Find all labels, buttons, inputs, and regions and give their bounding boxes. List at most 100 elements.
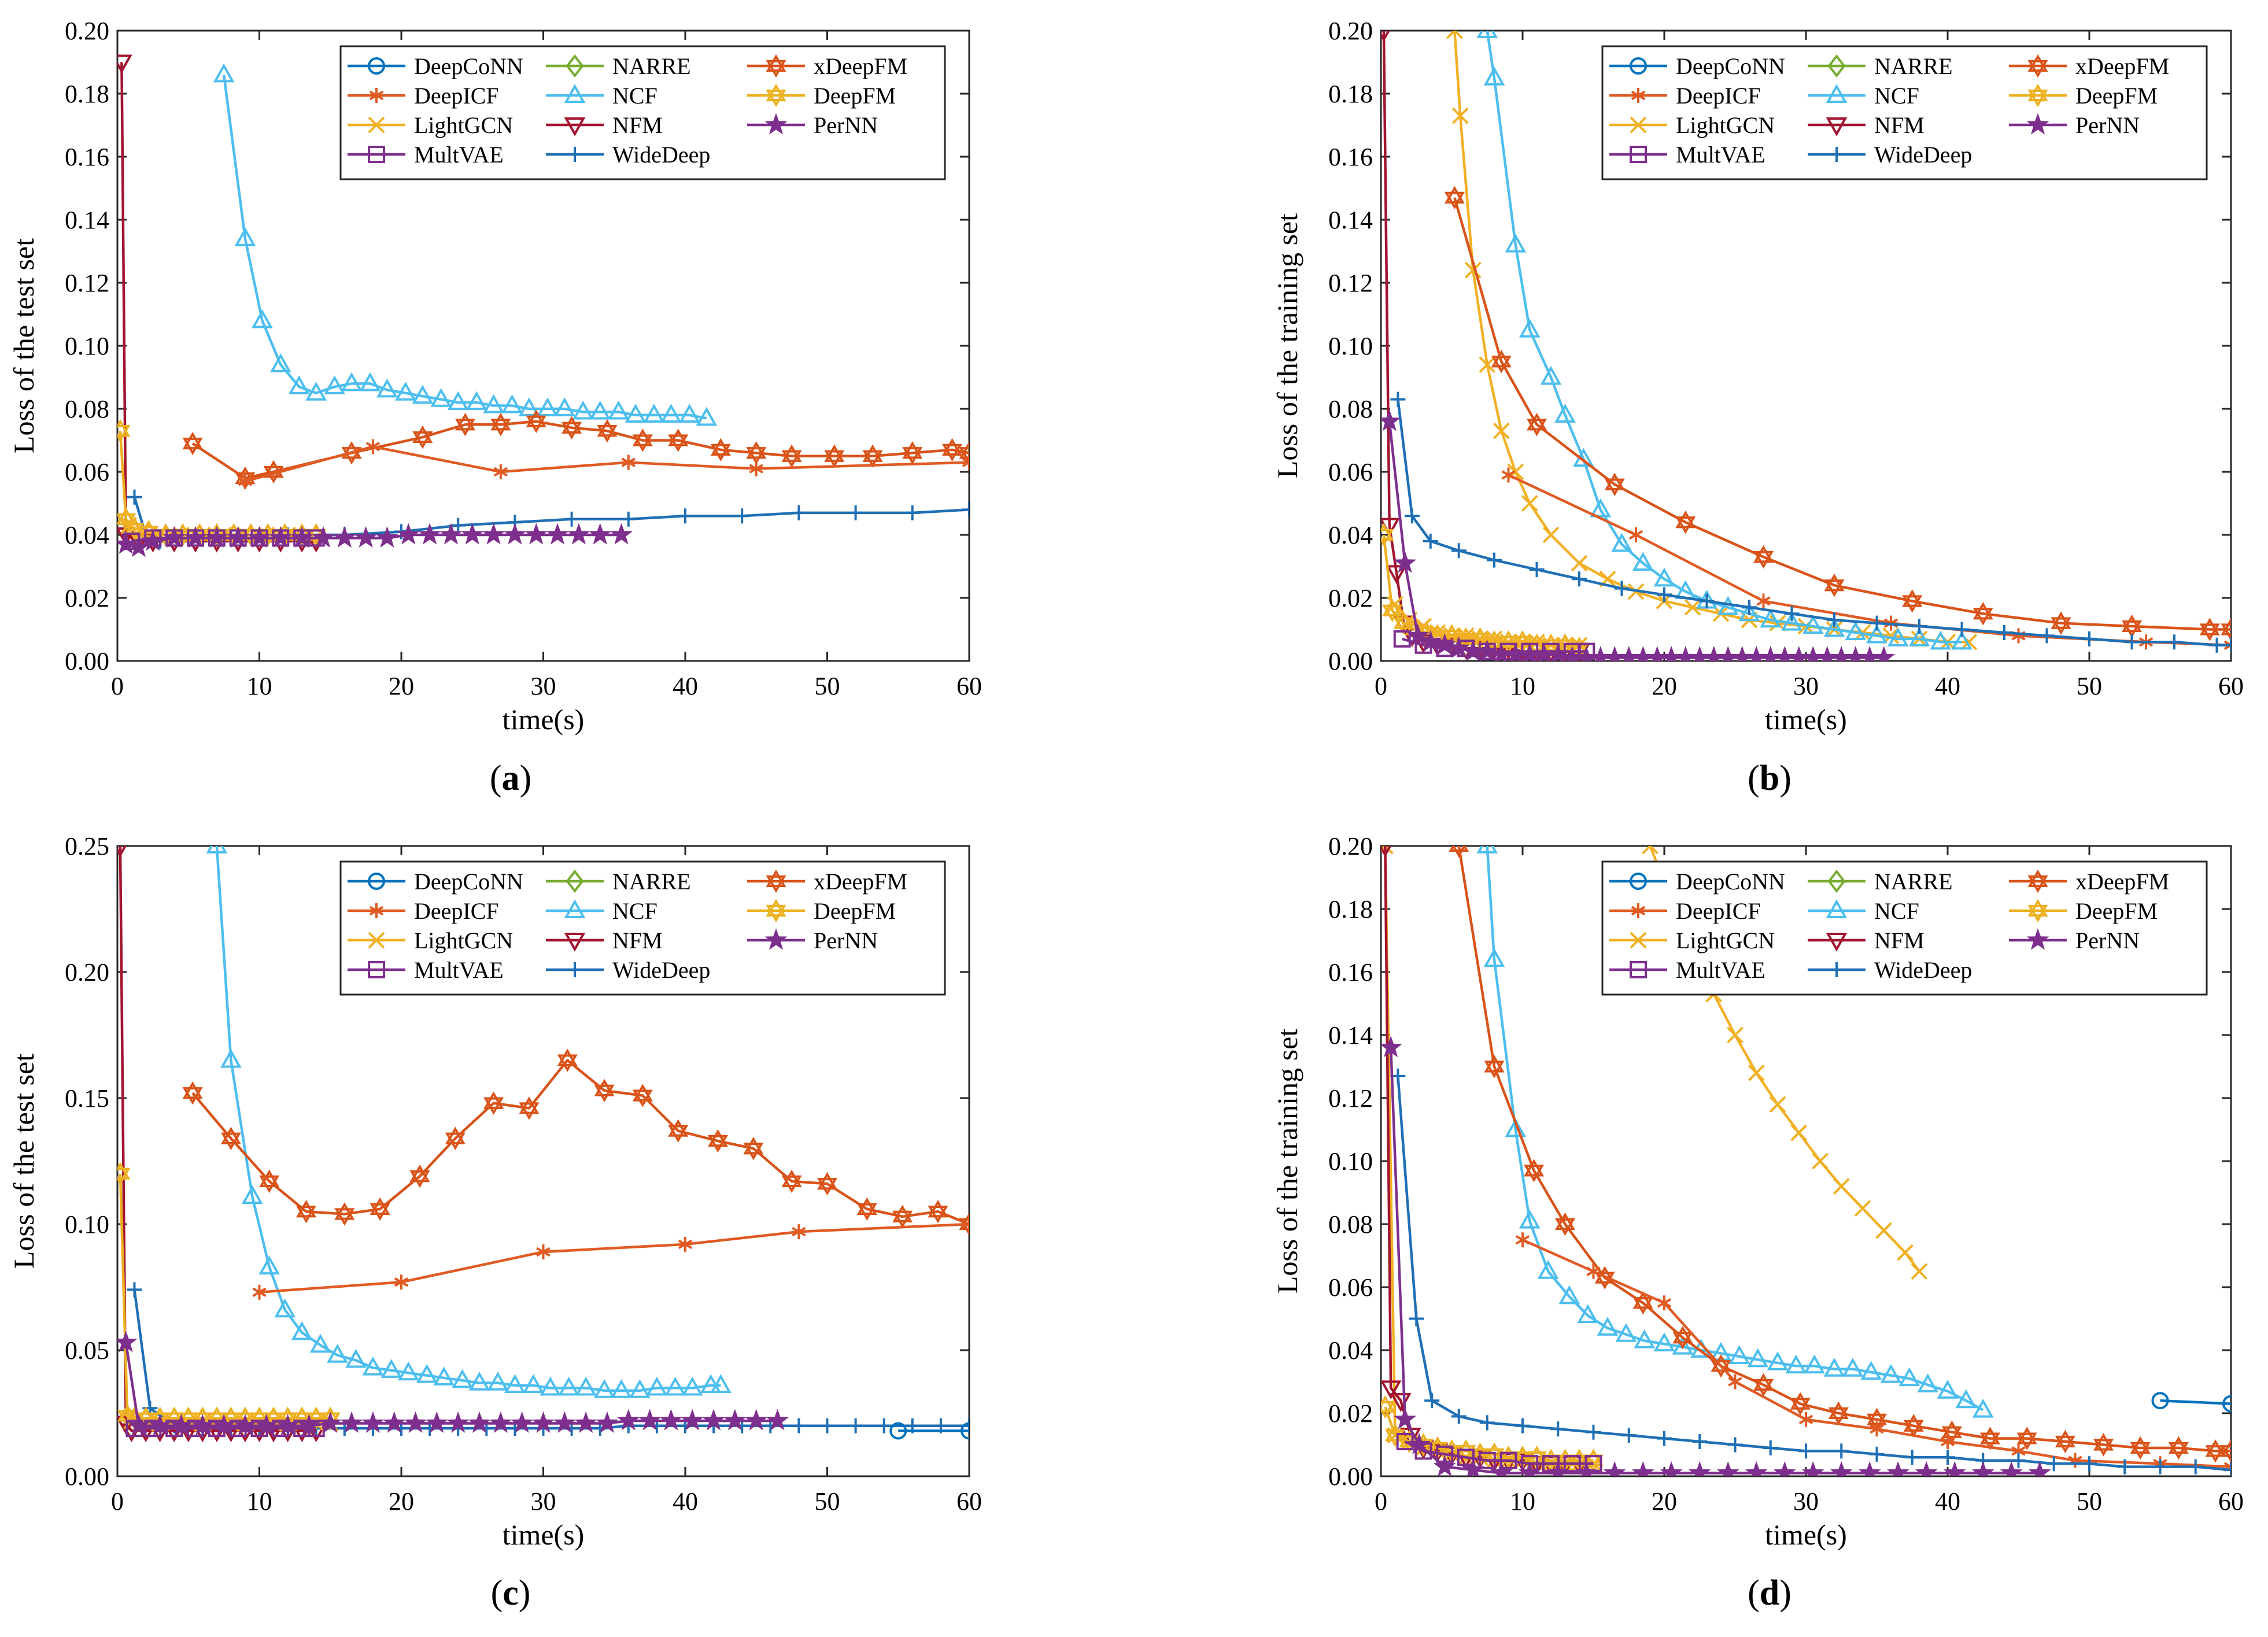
data-point-deepicf <box>1756 593 1771 609</box>
legend-item-nfm: NFM <box>546 927 663 954</box>
data-point-pernn <box>1660 1461 1683 1476</box>
panel-3: 0 10 20 30 40 50 60 0.00 0.05 0.10 0.15 0.20 0.25 tim… <box>8 832 982 1613</box>
x-tick-label: 10 <box>1510 672 1535 700</box>
data-point-deepicf <box>394 1274 409 1290</box>
y-tick-label: 0.02 <box>1328 1399 1373 1428</box>
legend-box <box>1601 45 2208 180</box>
data-point-xdeepfm <box>334 1202 355 1226</box>
data-point-pernn <box>468 1411 491 1433</box>
series-lightgcn2 <box>1381 846 1602 1472</box>
data-point-ncf <box>1937 1380 1959 1399</box>
data-point-deepfm <box>1381 523 1394 547</box>
data-point-pernn <box>1745 1461 1768 1476</box>
data-point-xdeepfm <box>2051 611 2071 635</box>
data-point-ncf <box>1860 1361 1882 1380</box>
data-point-xdeepfm <box>1484 1055 1505 1078</box>
data-point-xdeepfm-a <box>594 1078 615 1097</box>
data-point-widedeep <box>1487 552 1502 568</box>
data-point-widedeep <box>1742 600 1757 615</box>
data-point-pernn <box>312 526 335 548</box>
data-point-xdeepfm-b <box>668 1125 689 1143</box>
data-point-ncf <box>1845 621 1867 640</box>
data-point-xdeepfm <box>557 1048 578 1072</box>
data-point-xdeepfm-b <box>1828 1407 1849 1425</box>
data-point-xdeepfm-a <box>743 1136 764 1155</box>
data-point-xdeepfm-b <box>594 1084 615 1103</box>
data-point-widedeep <box>1451 1409 1467 1424</box>
data-point-ncf <box>1930 630 1952 650</box>
x-tick-label: 0 <box>1375 1487 1387 1516</box>
data-point-xdeepfm <box>1632 1291 1653 1315</box>
legend-label: DeepFM <box>2075 898 2158 924</box>
data-point-ncf <box>518 397 540 417</box>
data-point-widedeep <box>2223 637 2231 653</box>
data-point-pernn <box>482 523 505 545</box>
legend-marker <box>368 116 385 134</box>
legend-item-multvae: MultVAE <box>1609 142 1765 168</box>
data-point-xdeepfm-a <box>412 425 433 444</box>
data-point-ncf <box>324 375 345 394</box>
panel-label-letter: a <box>502 759 520 798</box>
legend-label: NFM <box>612 927 663 954</box>
data-point-pernn <box>1381 1036 1402 1058</box>
data-point-ncf <box>416 1363 438 1383</box>
legend-item-lightgcn: LightGCN <box>348 927 513 954</box>
data-point-widedeep <box>2039 628 2055 644</box>
y-tick-label: 0.10 <box>1328 332 1373 360</box>
data-point-ncf <box>710 1374 732 1394</box>
legend-marker <box>1826 84 1848 104</box>
legend-marker-a <box>2027 83 2048 102</box>
data-point-ncf <box>359 372 381 391</box>
data-point-pernn <box>397 523 420 545</box>
panel-1: 0 10 20 30 40 50 60 0.00 0.02 0.04 0.06 0.08 0.10 0.1… <box>8 17 982 798</box>
x-tick-label: 60 <box>956 1487 982 1516</box>
data-point-xdeepfm <box>526 409 546 434</box>
data-point-deepfm-b <box>1554 639 1576 657</box>
series-line-widedeep <box>1397 399 2231 646</box>
data-point-ncf <box>288 375 310 394</box>
data-point-xdeepfm-a <box>817 1172 838 1190</box>
data-point-deepicf <box>1728 1374 1742 1390</box>
legend-marker <box>764 928 788 950</box>
data-point-xdeepfm <box>746 441 767 465</box>
data-point-xdeepfm-b <box>746 447 767 465</box>
data-point-ncf <box>1615 1323 1637 1342</box>
data-point-xdeepfm <box>1979 1427 2001 1450</box>
legend-marker <box>1630 961 1647 978</box>
data-point-xdeepfm-a <box>668 1119 689 1137</box>
data-point-xdeepfm <box>1491 350 1512 374</box>
legend-marker-a <box>766 54 786 72</box>
panel-label-close: ) <box>1779 1573 1792 1613</box>
panel-label: (c) <box>491 1573 531 1613</box>
data-point-xdeepfm <box>1672 1325 1693 1350</box>
data-point-xdeepfm <box>824 444 845 468</box>
data-point-deepicf <box>1501 467 1516 483</box>
data-point-xdeepfm-a <box>707 1129 729 1147</box>
data-point-lightgcn <box>1911 1263 1928 1280</box>
data-point-pernn <box>117 532 138 554</box>
x-tick-label: 50 <box>815 672 840 700</box>
data-point-xdeepfm <box>1903 1414 1924 1438</box>
data-point-ncf <box>1483 948 1505 967</box>
data-point-deepfm-b <box>117 425 131 443</box>
data-point-xdeepfm <box>182 431 203 456</box>
legend-label: LightGCN <box>1676 927 1775 954</box>
data-point-xdeepfm-a <box>490 412 511 431</box>
data-point-lightgcn2 <box>1514 633 1531 651</box>
legend-item-deepconn: DeepCoNN <box>348 869 523 895</box>
data-point-ncf <box>1558 1285 1580 1305</box>
legend-item-xdeepfm: xDeepFM <box>2009 53 2169 79</box>
data-point-xdeepfm <box>1526 413 1547 437</box>
legend-item-deepicf: DeepICF <box>348 898 499 924</box>
data-point-pernn <box>1801 1461 1824 1476</box>
data-point-xdeepfm-b <box>1902 595 1923 613</box>
data-point-pernn <box>2000 1461 2023 1476</box>
data-point-pernn <box>234 1414 257 1436</box>
data-point-deepfm-b <box>1381 529 1394 547</box>
y-tick-label: 0.00 <box>1328 647 1373 675</box>
data-point-widedeep <box>678 508 693 524</box>
data-point-ncf <box>487 1371 509 1391</box>
legend-label: NFM <box>612 112 663 138</box>
data-point-xdeepfm <box>412 425 433 449</box>
